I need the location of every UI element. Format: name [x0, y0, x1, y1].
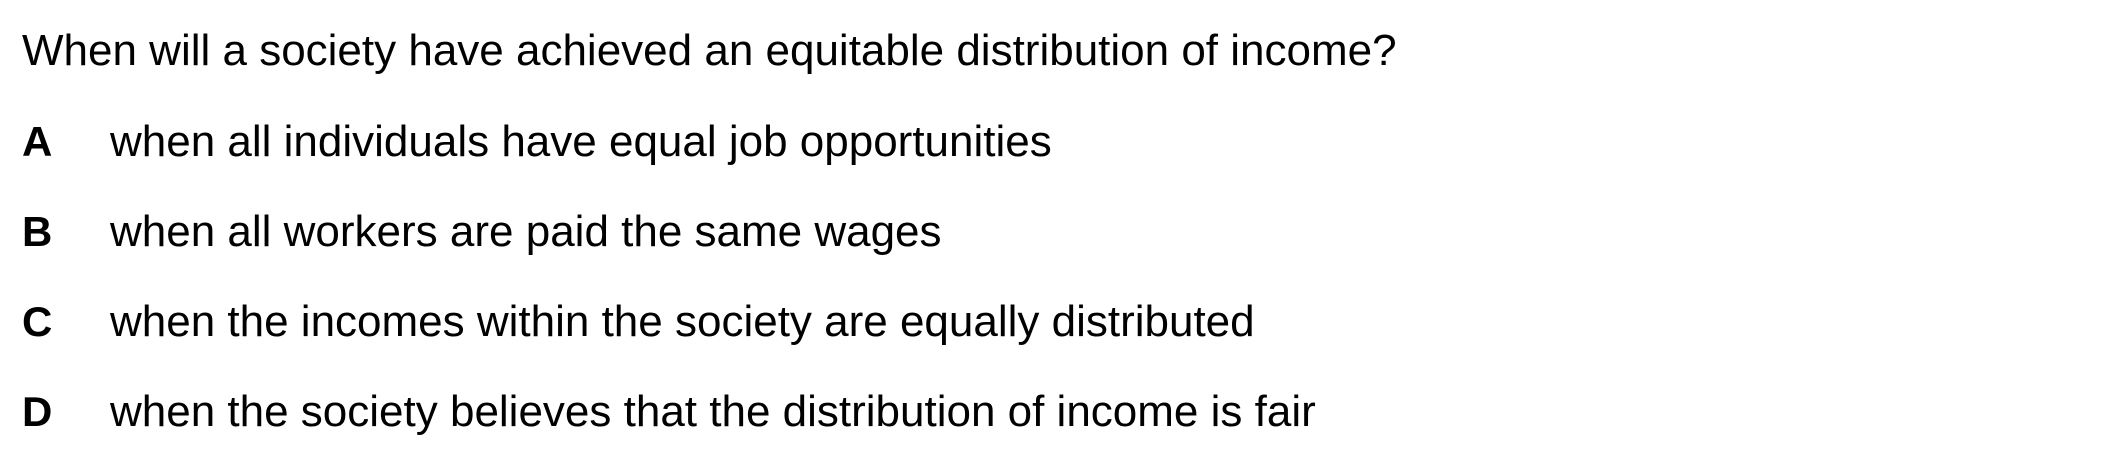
option-c[interactable]: C when the incomes within the society ar… — [22, 292, 1316, 352]
option-letter: C — [22, 298, 53, 345]
option-b[interactable]: B when all workers are paid the same wag… — [22, 202, 1316, 262]
option-letter: B — [22, 208, 53, 255]
question-text: When will a society have achieved an equ… — [22, 26, 1397, 75]
option-letter: A — [22, 118, 53, 165]
answer-options: A when all individuals have equal job op… — [22, 112, 1316, 472]
option-d[interactable]: D when the society believes that the dis… — [22, 382, 1316, 442]
option-text: when all individuals have equal job oppo… — [110, 117, 1052, 166]
option-letter: D — [22, 388, 53, 435]
option-text: when the society believes that the distr… — [110, 387, 1316, 436]
option-text: when all workers are paid the same wages — [110, 207, 942, 256]
option-a[interactable]: A when all individuals have equal job op… — [22, 112, 1316, 172]
option-text: when the incomes within the society are … — [110, 297, 1255, 346]
